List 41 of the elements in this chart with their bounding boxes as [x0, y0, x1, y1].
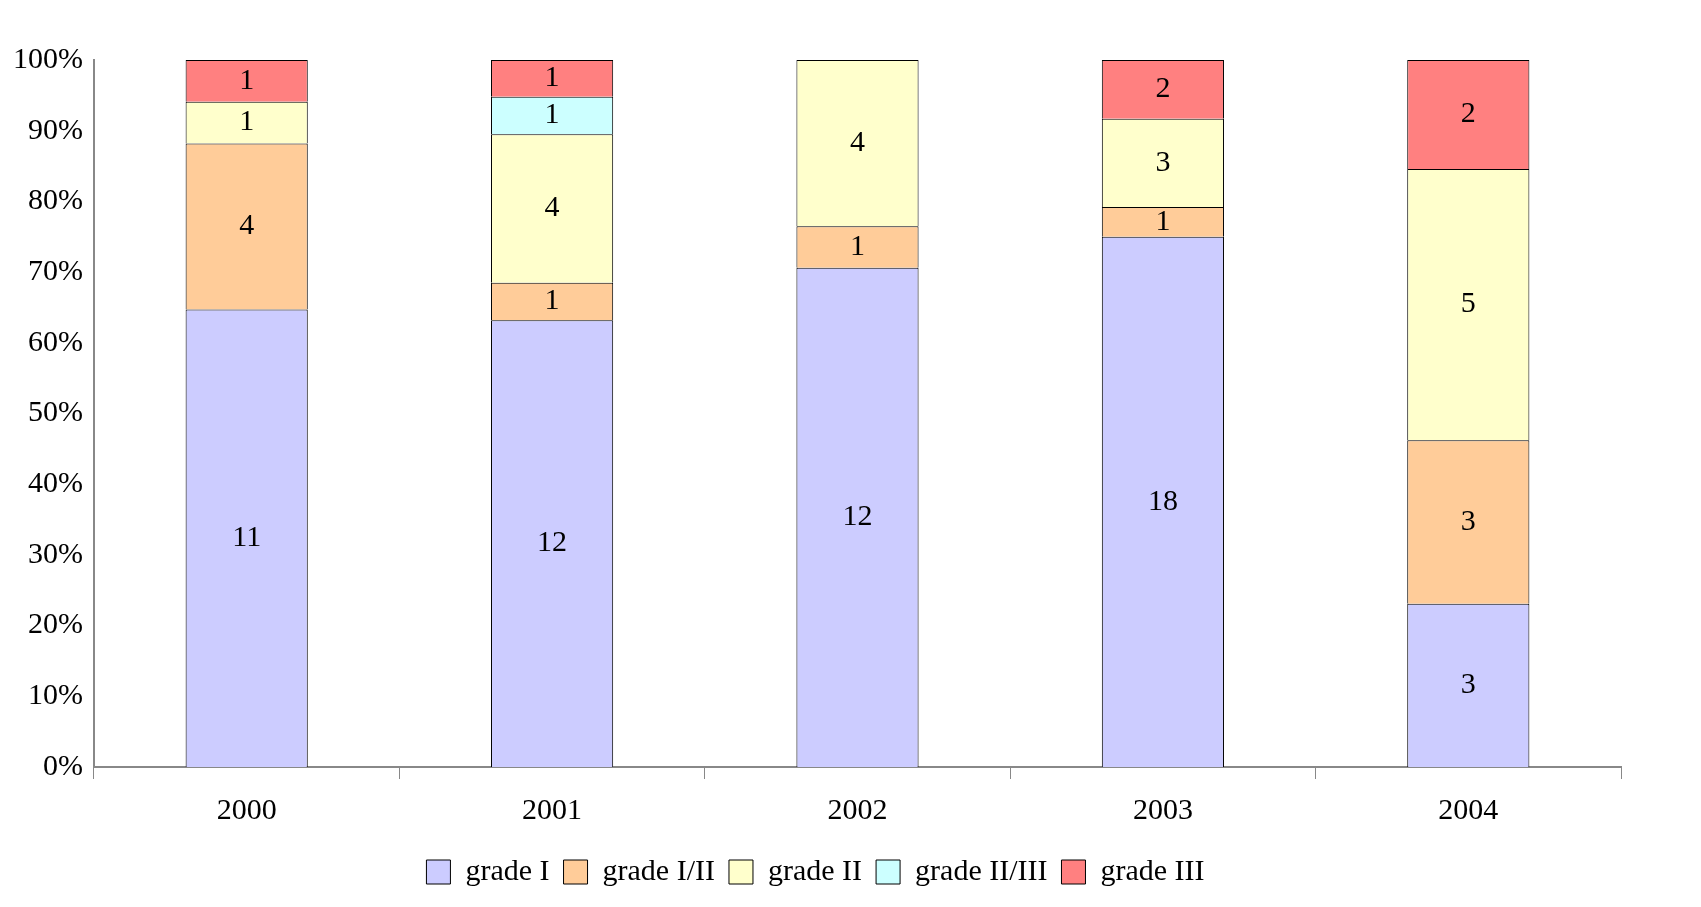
y-tick-label: 10% [27, 677, 83, 711]
annotation: 1 [544, 282, 560, 316]
annotation: 1 [239, 61, 255, 95]
legend-label: grade I [465, 852, 550, 886]
annotation: 3 [1460, 666, 1476, 700]
annotation: 4 [544, 189, 560, 223]
annotation: 2 [1460, 95, 1476, 129]
annotation: 4 [239, 207, 255, 241]
annotation: 3 [1460, 502, 1476, 536]
legend-label: grade I/II [602, 852, 715, 886]
annotation: 1 [1155, 202, 1171, 236]
annotation: 11 [232, 519, 262, 553]
y-tick-label: 50% [27, 394, 83, 428]
annotation: 5 [1460, 285, 1476, 319]
y-tick-label: 30% [27, 535, 83, 569]
annotation: 4 [850, 123, 865, 157]
y-tick-label: 0% [42, 747, 83, 781]
annotation: 1 [239, 103, 255, 137]
annotation: 12 [537, 524, 568, 558]
y-tick-label: 60% [27, 323, 83, 357]
annotation: 18 [1147, 482, 1178, 516]
x-tick-label: 2001 [522, 791, 583, 825]
annotation: 1 [544, 59, 560, 93]
legend-label: grade III [1100, 852, 1205, 886]
y-tick-label: 80% [27, 182, 83, 216]
annotation: 2 [1155, 70, 1171, 104]
y-tick-label: 20% [27, 606, 83, 640]
annotation: 12 [842, 498, 873, 532]
annotation: 3 [1155, 143, 1171, 177]
legend-label: grade II/III [915, 852, 1048, 886]
y-tick-label: 40% [27, 465, 83, 499]
legend-label: grade II [767, 852, 863, 886]
y-tick-label: 70% [27, 252, 83, 286]
annotation: 1 [850, 227, 865, 261]
y-tick-label: 90% [27, 111, 83, 145]
y-tick-label: 100% [12, 40, 83, 74]
x-tick-label: 2003 [1132, 791, 1193, 825]
x-tick-label: 2000 [216, 791, 277, 825]
x-tick-label: 2004 [1438, 791, 1499, 825]
x-tick-label: 2002 [827, 791, 888, 825]
annotation: 1 [544, 96, 560, 130]
